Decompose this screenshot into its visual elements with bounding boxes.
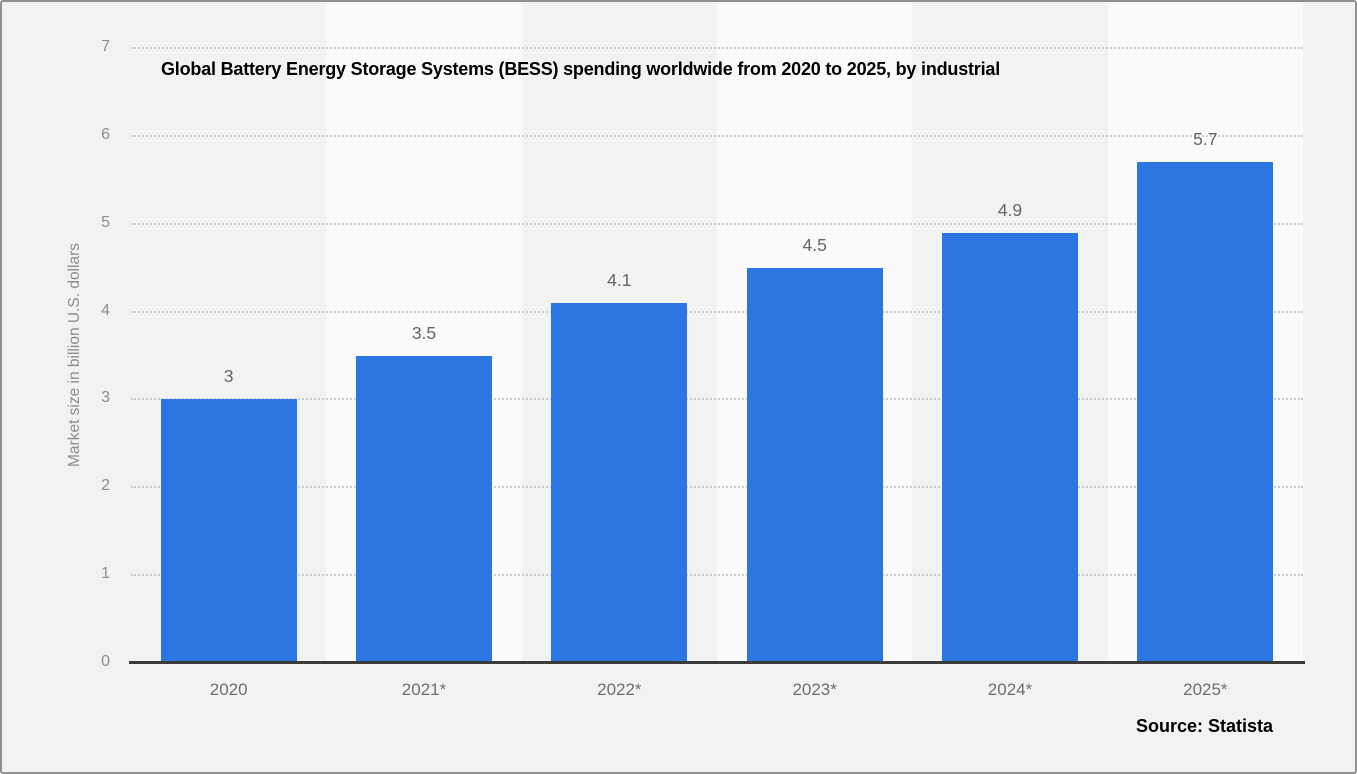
gridline [131,574,1303,577]
y-tick-label: 3 [101,389,110,407]
bar-value-label: 5.7 [1193,129,1218,150]
x-axis-line [129,661,1305,664]
source-credit: Source: Statista [1135,716,1273,736]
bar-2021* [356,355,492,663]
x-tick-label: 2020 [209,680,248,699]
bar-value-label: 3 [223,366,234,387]
x-tick-label: 2023* [792,680,837,699]
y-tick-label: 0 [101,653,110,670]
y-tick-label: 7 [101,38,110,55]
bar-value-label: 4.1 [607,269,632,290]
bar-value-label: 3.5 [411,322,437,343]
x-tick-label: 2022* [597,680,642,699]
x-tick-label: 2024* [987,680,1033,699]
y-tick-label: 1 [101,565,110,583]
y-tick-label: 4 [101,301,110,319]
bar-2025* [1137,162,1274,663]
y-tick-label: 5 [101,213,110,231]
bar-value-label: 4.5 [802,234,827,255]
gridline [131,222,1303,225]
gridline [131,47,1303,49]
gridline [131,486,1303,489]
gridline [131,134,1303,137]
bar-value-label: 4.9 [997,199,1023,220]
y-tick-label: 2 [101,477,110,495]
bar-2024* [942,232,1078,663]
bar-2020 [160,399,297,663]
bar-2023* [746,267,883,663]
y-tick-label: 6 [101,125,110,143]
y-axis-title: Market size in billion U.S. dollars [66,243,83,467]
gridline [131,310,1303,313]
x-tick-label: 2025* [1183,680,1228,699]
chart-title: Global Battery Energy Storage Systems (B… [161,59,1001,79]
bar-2022* [551,302,688,663]
gridline [131,398,1303,401]
x-tick-label: 2021* [401,680,447,699]
